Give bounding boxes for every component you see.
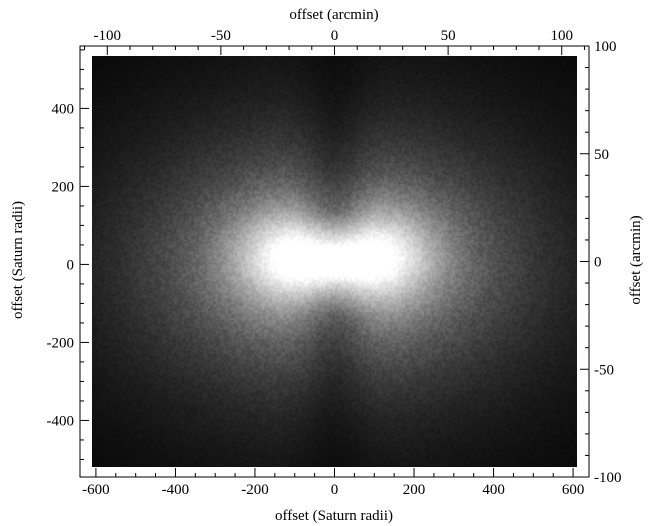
- heatmap-image: [92, 56, 577, 467]
- y-right-tick-label: 0: [594, 255, 602, 271]
- x-bottom-tick-label: -600: [82, 482, 110, 498]
- y-right-tick-label: -100: [594, 470, 622, 486]
- x-top-tick-label: 100: [550, 28, 573, 44]
- y-right-tick-label: 50: [594, 147, 609, 163]
- x-bottom-tick-label: 400: [482, 482, 505, 498]
- x-top-tick-label: -50: [211, 28, 231, 44]
- x-bottom-tick-label: 0: [331, 482, 339, 498]
- axis-tick-labels: -600 -400 -200 0 200 400 600 -400 -200 0 200 400 -10…: [47, 28, 622, 498]
- y-left-tick-label: 400: [52, 101, 75, 117]
- x-axis-bottom-title: offset (Saturn radii): [275, 508, 393, 524]
- x-bottom-tick-label: 600: [562, 482, 585, 498]
- y-left-tick-label: 200: [52, 179, 75, 195]
- x-bottom-tick-label: 200: [403, 482, 426, 498]
- y-axis-right-title: offset (arcmin): [628, 215, 644, 304]
- y-axis-left-title: offset (Saturn radii): [10, 201, 26, 319]
- x-top-tick-label: -100: [94, 28, 122, 44]
- x-top-tick-label: 50: [441, 28, 456, 44]
- y-right-tick-label: 100: [594, 39, 617, 55]
- x-axis-top-title: offset (arcmin): [289, 7, 378, 23]
- x-bottom-tick-label: -200: [241, 482, 269, 498]
- y-left-tick-label: -400: [47, 413, 75, 429]
- x-top-tick-label: 0: [331, 28, 339, 44]
- x-bottom-tick-label: -400: [162, 482, 190, 498]
- y-left-tick-label: -200: [47, 335, 75, 351]
- axis-ticks: [80, 45, 589, 478]
- y-right-tick-label: -50: [594, 362, 614, 378]
- heatmap-raster: [92, 56, 577, 467]
- y-left-tick-label: 0: [67, 257, 75, 273]
